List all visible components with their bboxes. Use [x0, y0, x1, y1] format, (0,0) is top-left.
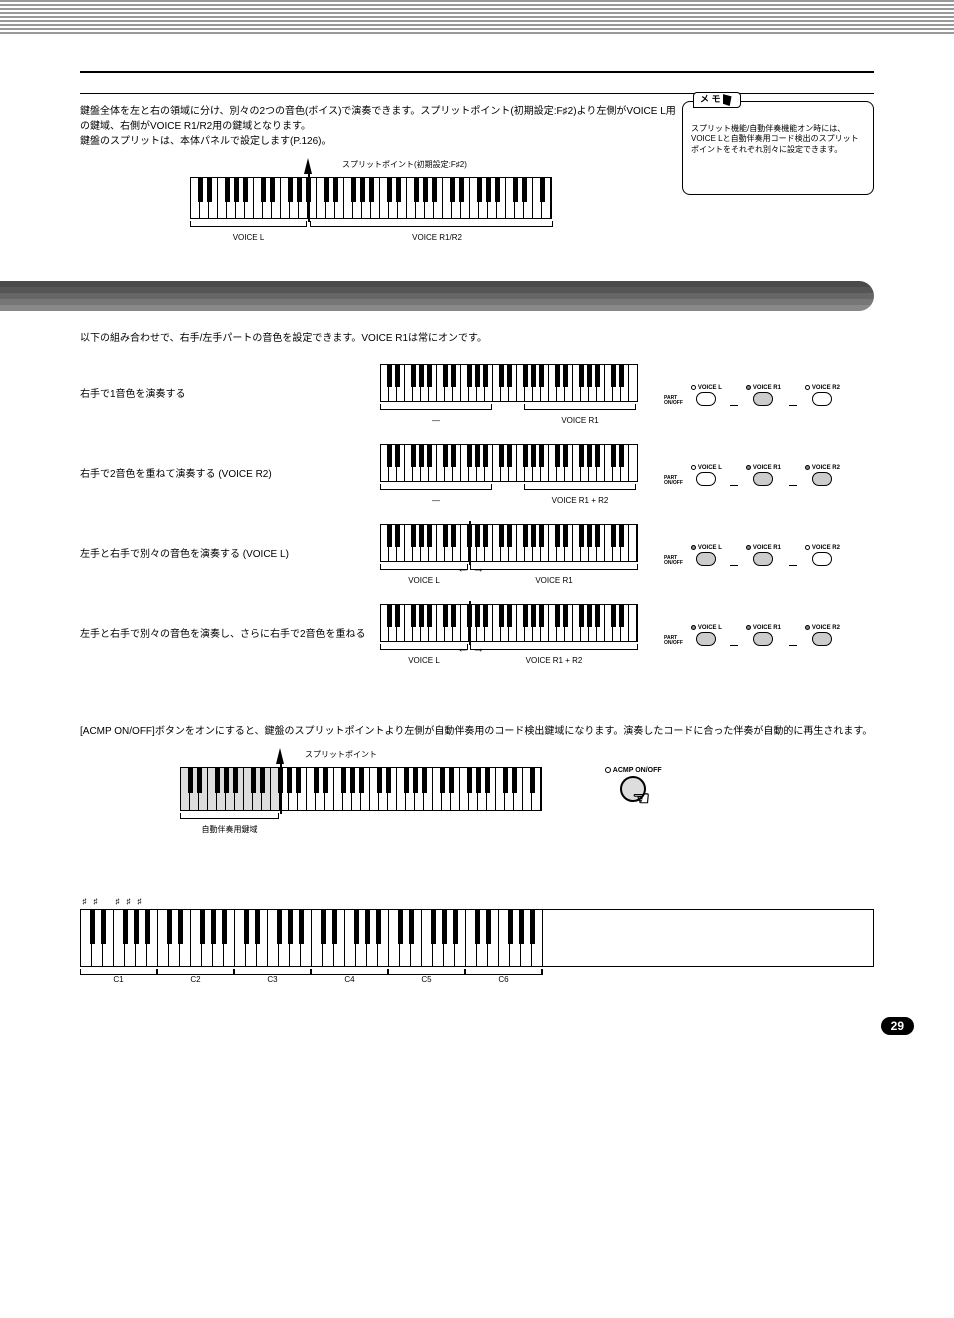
variation-row: 左手と右手で別々の音色を演奏する (VOICE L)← →VOICE LVOIC… — [80, 524, 874, 586]
voice-button-l[interactable] — [696, 552, 716, 566]
variation-keyboard — [380, 444, 638, 482]
voice-button-l[interactable] — [696, 632, 716, 646]
split-label: スプリットポイント(初期設定:F♯2) — [342, 159, 467, 170]
variation-keyboard — [380, 364, 638, 402]
voice-button-r1[interactable] — [753, 552, 773, 566]
rule-sub — [80, 93, 874, 94]
bottom-keyboard — [80, 909, 874, 967]
variation-desc: 左手と右手で別々の音色を演奏し、さらに右手で2音色を重ねる — [80, 628, 380, 642]
voice-button-l[interactable] — [696, 392, 716, 406]
variation-keyboard: ← → — [380, 604, 638, 642]
voice-buttons: PARTON/OFFVOICE LVOICE R1VOICE R2 — [664, 545, 840, 566]
page-number: 29 — [881, 1017, 914, 1035]
intro-left-label: VOICE L — [190, 233, 307, 242]
acmp-button-block: ACMP ON/OFF ☜ — [605, 767, 662, 804]
voice-button-r1[interactable] — [753, 632, 773, 646]
acmp-button[interactable]: ☜ — [620, 776, 646, 802]
octave-labels: C1C2C3C4C5C6 — [80, 975, 874, 987]
voice-button-r2[interactable] — [812, 632, 832, 646]
hash-labels: ♯♯♯♯♯ — [80, 897, 874, 909]
acmp-split-label: スプリットポイント — [305, 749, 377, 760]
part-onoff-label: PARTON/OFF — [664, 476, 683, 486]
memo-box: メ モ スプリット機能/自動伴奏機能オン時には、VOICE Lと自動伴奏用コード… — [682, 101, 874, 195]
variation-keyboard: ← → — [380, 524, 638, 562]
voice-button-r1[interactable] — [753, 392, 773, 406]
voice-button-r2[interactable] — [812, 472, 832, 486]
intro-right-label: VOICE R1/R2 — [316, 233, 559, 242]
acmp-kbd-label: 自動伴奏用鍵域 — [180, 824, 279, 835]
section-bar — [0, 281, 874, 311]
part-onoff-label: PARTON/OFF — [664, 636, 683, 646]
variations-list: 右手で1音色を演奏する—VOICE R1PARTON/OFFVOICE LVOI… — [80, 364, 874, 666]
variation-row: 右手で1音色を演奏する—VOICE R1PARTON/OFFVOICE LVOI… — [80, 364, 874, 426]
voice-button-r2[interactable] — [812, 552, 832, 566]
variation-desc: 右手で1音色を演奏する — [80, 388, 380, 402]
voice-button-l[interactable] — [696, 472, 716, 486]
section-desc: 以下の組み合わせで、右手/左手パートの音色を設定できます。VOICE R1は常に… — [80, 331, 874, 346]
acmp-keyboard — [180, 767, 542, 811]
part-onoff-label: PARTON/OFF — [664, 556, 683, 566]
voice-buttons: PARTON/OFFVOICE LVOICE R1VOICE R2 — [664, 385, 840, 406]
memo-tab: メ モ — [693, 92, 741, 108]
hand-icon: ☜ — [632, 786, 650, 811]
voice-buttons: PARTON/OFFVOICE LVOICE R1VOICE R2 — [664, 625, 840, 646]
bottom-keyboard-block: ♯♯♯♯♯ C1C2C3C4C5C6 — [80, 897, 874, 987]
acmp-block: [ACMP ON/OFF]ボタンをオンにすると、鍵盤のスプリットポイントより左側… — [80, 724, 874, 835]
memo-text: スプリット機能/自動伴奏機能オン時には、VOICE Lと自動伴奏用コード検出のス… — [691, 124, 865, 155]
voice-button-r1[interactable] — [753, 472, 773, 486]
variation-row: 左手と右手で別々の音色を演奏し、さらに右手で2音色を重ねる← →VOICE LV… — [80, 604, 874, 666]
header-stripes — [0, 0, 954, 34]
intro-keyboard — [190, 177, 552, 219]
voice-buttons: PARTON/OFFVOICE LVOICE R1VOICE R2 — [664, 465, 840, 486]
voice-button-r2[interactable] — [812, 392, 832, 406]
rule-top — [80, 71, 874, 73]
intro-keyboard-block: スプリットポイント(初期設定:F♯2) VOICE L VOICE R1/R2 — [190, 159, 874, 243]
memo-tab-label: メ モ — [700, 94, 721, 106]
variation-row: 右手で2音色を重ねて演奏する (VOICE R2)—VOICE R1 + R2P… — [80, 444, 874, 506]
variation-desc: 左手と右手で別々の音色を演奏する (VOICE L) — [80, 548, 380, 562]
part-onoff-label: PARTON/OFF — [664, 396, 683, 406]
variation-desc: 右手で2音色を重ねて演奏する (VOICE R2) — [80, 468, 380, 482]
